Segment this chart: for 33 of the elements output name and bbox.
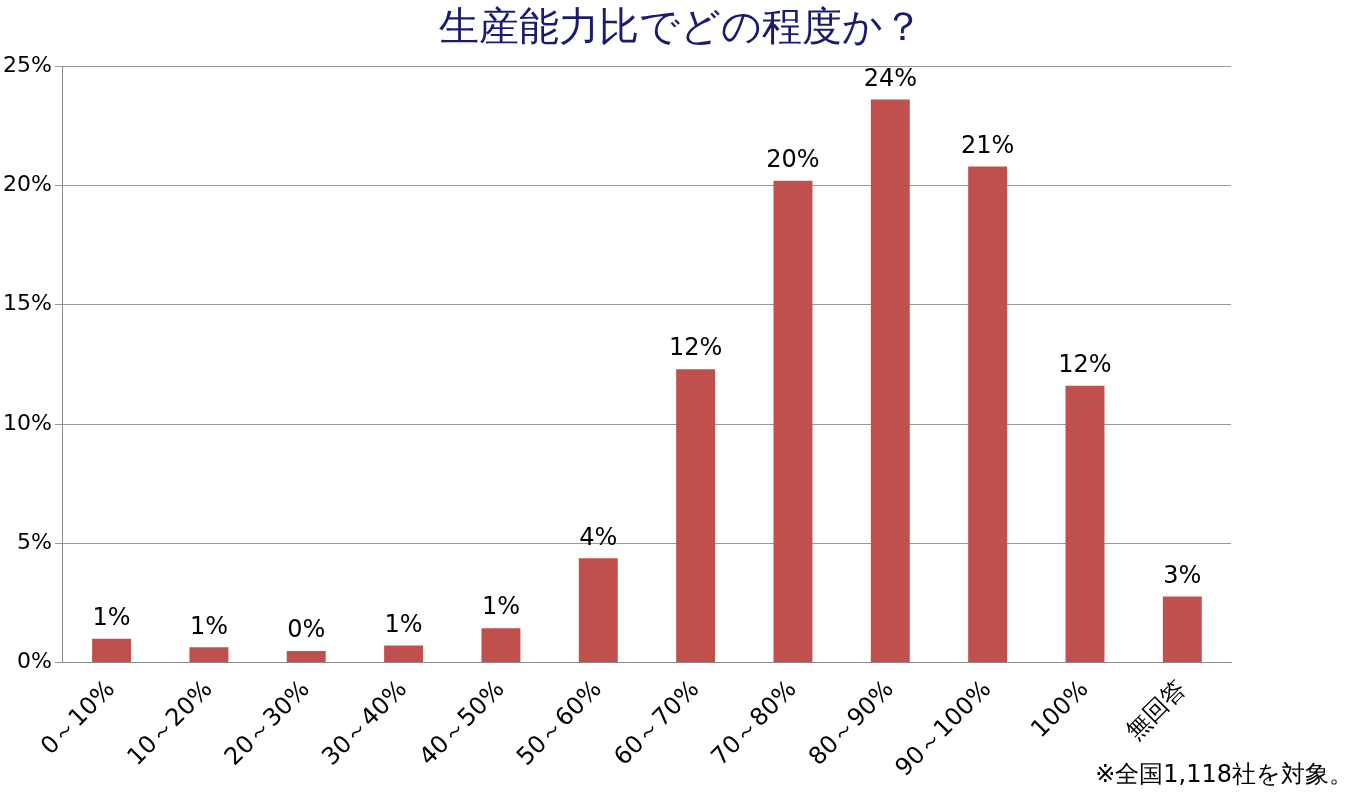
bar [189,647,229,663]
data-label: 1% [384,609,423,638]
bar [1065,385,1105,663]
y-tick-label: 15% [2,290,52,316]
bar [578,558,618,663]
data-label: 3% [1163,560,1202,589]
y-tick-label: 0% [16,648,52,674]
bar [384,645,424,663]
y-tick-label: 10% [2,409,52,435]
text: ※全国1,118社を対象。 [1095,759,1353,790]
data-label: 12% [1058,350,1112,379]
bar [481,628,521,663]
y-tick-label: 25% [2,51,52,77]
y-tick-label: 5% [16,529,52,554]
data-label: 1% [481,592,520,621]
bar [773,180,813,663]
bar [676,369,716,663]
bar [870,99,910,663]
data-label: 1% [189,611,228,640]
bar [286,651,326,663]
data-label: 20% [766,144,820,173]
y-tick-label: 20% [2,171,52,197]
data-label: 12% [668,333,723,362]
data-label: 4% [579,522,618,551]
chart-title: 生産能力比でどの程度か？ [437,2,924,51]
data-label: 24% [863,63,917,92]
bar [1162,596,1202,663]
x-tick-label: 無回答 [1120,674,1191,746]
data-label: 1% [92,602,131,631]
data-label: 0% [287,615,326,644]
data-label: 21% [960,130,1015,159]
bar [92,638,132,663]
bar [968,166,1008,663]
